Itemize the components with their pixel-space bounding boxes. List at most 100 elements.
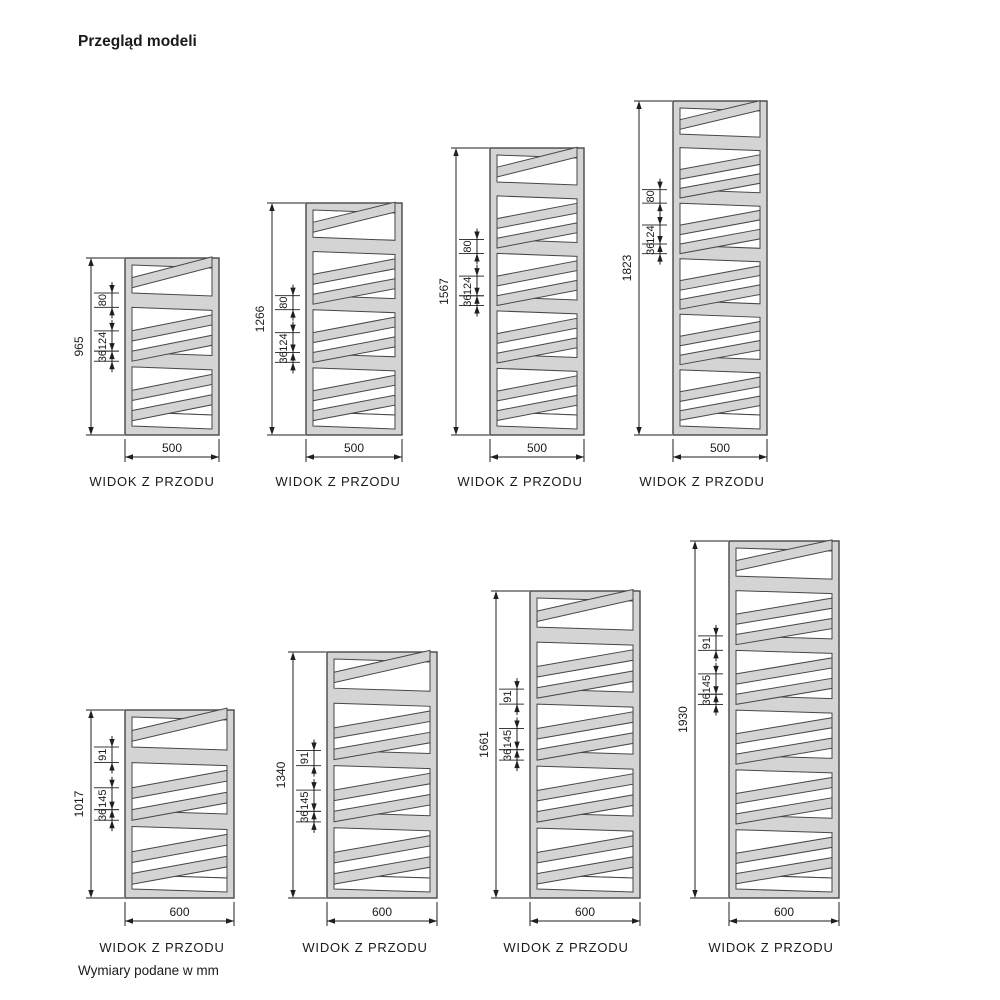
dimension-arrow-down <box>88 890 94 898</box>
dimension-arrow-down <box>311 742 317 751</box>
radiator-tube-stripe <box>496 375 578 402</box>
dimension-arrow-down <box>493 890 499 898</box>
radiator-tube-stripe <box>679 99 761 130</box>
radiator-tube-stripe <box>536 835 634 864</box>
height-dimension-label: 1340 <box>274 761 288 788</box>
segment-dimension-label: 80 <box>278 296 290 308</box>
dimension-arrow-up <box>493 591 499 599</box>
dimension-arrow-down <box>109 322 115 331</box>
segment-dimension-label: 36 <box>502 749 514 761</box>
dimension-arrow-down <box>88 427 94 435</box>
dimension-arrow-up <box>88 258 94 266</box>
dimension-arrow-right <box>226 918 234 924</box>
radiator-tube-stripe <box>131 314 213 342</box>
radiator-tube-stripe <box>131 334 213 362</box>
radiator-tube-stripe <box>496 337 578 364</box>
radiator-tube-stripe <box>679 284 761 310</box>
radiator-tube-stripe <box>679 228 761 255</box>
radiator-assembly-5: 1017 600 91 145 36 WIDOK Z PRZODU <box>72 707 235 955</box>
height-dimension-label: 1266 <box>253 305 267 332</box>
dimension-arrow-up <box>514 704 520 713</box>
segment-dimension-label: 36 <box>645 243 657 255</box>
height-dimension-label: 1661 <box>477 731 491 758</box>
dimension-arrow-up <box>453 148 459 156</box>
segment-dimension-label: 91 <box>97 749 109 761</box>
radiator-tube-stripe <box>536 794 634 823</box>
dimension-arrow-left <box>327 918 335 924</box>
width-dimension-label: 600 <box>169 905 189 919</box>
radiator-tube-stripe <box>131 394 213 422</box>
dimension-arrow-down <box>311 782 317 791</box>
radiator-tube-stripe <box>536 670 634 699</box>
dimension-arrow-left <box>125 918 133 924</box>
radiator-tube-stripe <box>735 597 833 625</box>
radiator-tube-stripe <box>735 776 833 805</box>
page-title: Przegląd modeli <box>78 33 197 50</box>
radiator-tube-stripe <box>333 835 431 864</box>
radiator-tube-stripe <box>536 856 634 885</box>
dimension-arrow-up <box>636 101 642 109</box>
width-dimension-label: 600 <box>774 905 794 919</box>
radiator-tube-stripe <box>679 376 761 403</box>
dimension-arrow-down <box>453 427 459 435</box>
segment-dimension-label: 36 <box>462 294 474 306</box>
dimension-arrow-down <box>290 890 296 898</box>
dimension-arrow-up <box>290 309 296 318</box>
dimension-arrow-up <box>109 307 115 316</box>
radiator-tube-stripe <box>735 836 833 864</box>
height-dimension-label: 965 <box>72 336 86 356</box>
dimension-arrow-right <box>759 454 767 460</box>
radiator-tube-stripe <box>735 657 833 685</box>
dimension-arrow-down <box>636 427 642 435</box>
dimension-arrow-down <box>474 231 480 240</box>
dimension-arrow-up <box>474 253 480 262</box>
dimension-arrow-up <box>713 704 719 713</box>
dimension-arrow-up <box>311 821 317 830</box>
view-label: WIDOK Z PRZODU <box>99 940 224 955</box>
view-label: WIDOK Z PRZODU <box>457 474 582 489</box>
width-dimension-label: 500 <box>344 441 364 455</box>
view-label: WIDOK Z PRZODU <box>302 940 427 955</box>
radiator-tube-stripe <box>312 316 396 344</box>
dimension-arrow-up <box>109 361 115 370</box>
radiator-tube-stripe <box>536 711 634 740</box>
height-dimension-label: 1567 <box>437 278 451 305</box>
width-dimension-label: 600 <box>575 905 595 919</box>
dimension-arrow-up <box>692 541 698 549</box>
dimension-arrow-left <box>125 454 133 460</box>
radiator-tube-stripe <box>679 209 761 236</box>
radiator-tube-stripe <box>735 717 833 745</box>
dimension-arrow-up <box>109 820 115 829</box>
view-label: WIDOK Z PRZODU <box>503 940 628 955</box>
segment-dimension-label: 36 <box>97 809 109 821</box>
dimension-arrow-right <box>576 454 584 460</box>
dimension-arrow-up <box>269 203 275 211</box>
dimension-arrow-up <box>657 253 663 262</box>
view-label: WIDOK Z PRZODU <box>89 474 214 489</box>
radiator-tube-stripe <box>312 336 396 364</box>
dimension-arrow-down <box>692 890 698 898</box>
radiator-tube-stripe <box>536 649 634 678</box>
dimension-arrow-down <box>109 739 115 748</box>
segment-dimension-label: 124 <box>97 332 109 350</box>
dimension-arrow-down <box>474 268 480 277</box>
dimension-arrow-down <box>290 344 296 353</box>
radiator-tube-stripe <box>536 732 634 761</box>
height-dimension-label: 1823 <box>620 254 634 281</box>
segment-dimension-label: 36 <box>701 693 713 705</box>
radiator-tube-stripe <box>536 773 634 802</box>
dimension-arrow-down <box>713 665 719 674</box>
width-dimension-label: 500 <box>162 441 182 455</box>
radiator-tube-stripe <box>679 320 761 347</box>
segment-dimension-label: 145 <box>502 730 514 748</box>
dimension-arrow-down <box>514 741 520 750</box>
radiator-tube-stripe <box>131 256 213 289</box>
dimension-arrow-up <box>311 765 317 774</box>
